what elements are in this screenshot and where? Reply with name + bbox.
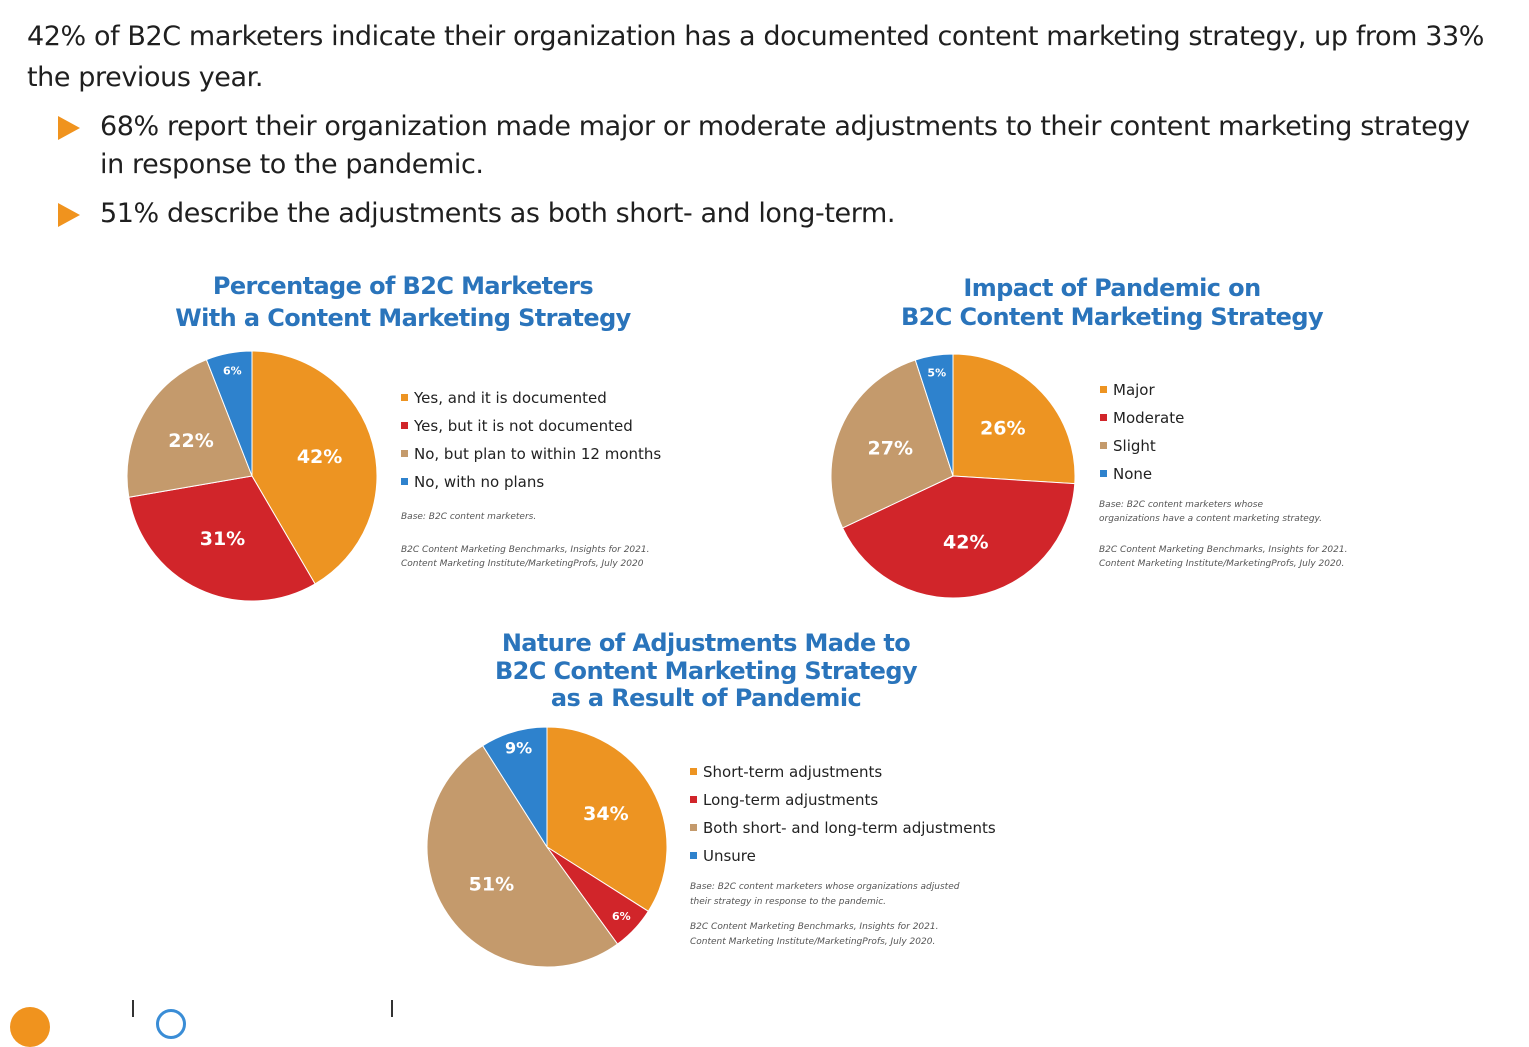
chart-1-title: Percentage of B2C Marketers With a Conte… (153, 270, 653, 334)
chart-1-base-note: Base: B2C content marketers. (401, 512, 537, 522)
chart-2-title: Impact of Pandemic on B2C Content Market… (862, 274, 1362, 332)
chart-3-base-note: their strategy in response to the pandem… (690, 897, 887, 907)
legend-item: Yes, but it is not documented (401, 412, 661, 440)
chart-3-title: Nature of Adjustments Made to B2C Conten… (456, 629, 956, 713)
chart-1-source-note: B2C Content Marketing Benchmarks, Insigh… (401, 545, 650, 555)
legend-swatch (690, 768, 697, 775)
legend-item: No, with no plans (401, 468, 661, 496)
intro-text: 42% of B2C marketers indicate their orga… (27, 21, 1485, 93)
pie-slice (482, 726, 548, 849)
chart-3-pie: 34% 6% 51% 9% (426, 726, 668, 968)
chart-1-pie: 42% 31% 22% 6% (126, 350, 378, 602)
legend-swatch (690, 796, 697, 803)
legend-label: Yes, and it is documented (414, 389, 607, 407)
bullet-text: 51% describe the adjustments as both sho… (100, 198, 896, 229)
pie-data-label: 26% (980, 418, 1025, 440)
legend-swatch (401, 450, 408, 457)
legend-item: Short-term adjustments (690, 758, 996, 786)
legend-swatch (401, 478, 408, 485)
pie-data-label: 9% (505, 739, 532, 758)
legend-swatch (690, 824, 697, 831)
legend-label: Long-term adjustments (703, 791, 879, 809)
pie-data-label: 42% (943, 532, 988, 554)
pie-data-label: 34% (583, 803, 628, 825)
chart-3-source-note: Content Marketing Institute/MarketingPro… (690, 937, 936, 947)
chart-2-base-note: organizations have a content marketing s… (1099, 514, 1323, 524)
pie-data-label: 6% (612, 910, 631, 923)
legend-label: Both short- and long-term adjustments (703, 819, 996, 837)
pie-data-label: 51% (469, 873, 514, 895)
chart-2-source-note: Content Marketing Institute/MarketingPro… (1099, 559, 1345, 569)
chart-2-source-note: B2C Content Marketing Benchmarks, Insigh… (1099, 545, 1348, 555)
legend-item: Major (1100, 376, 1184, 404)
pie-slice (952, 353, 1076, 485)
legend-label: Slight (1113, 437, 1156, 455)
cmi-logo-icon (10, 1007, 50, 1047)
legend-item: None (1100, 460, 1184, 488)
pie-data-label: 31% (200, 528, 245, 550)
legend-label: Yes, but it is not documented (414, 417, 633, 435)
chart-3-base-note: Base: B2C content marketers whose organi… (690, 882, 960, 892)
pie-data-label: 6% (223, 365, 242, 378)
bullet-text: 68% report their organization made major… (100, 111, 1470, 180)
chart-title-line: Percentage of B2C Marketers (212, 272, 594, 300)
pie-slice (126, 358, 253, 498)
legend-swatch (1100, 442, 1107, 449)
legend-label: Unsure (703, 847, 756, 865)
chart-title-line: B2C Content Marketing Strategy (494, 656, 918, 685)
legend-item: Yes, and it is documented (401, 384, 661, 412)
legend-swatch (1100, 470, 1107, 477)
legend-label: Major (1113, 381, 1155, 399)
pie-slice (841, 475, 1076, 599)
chart-3-source-note: B2C Content Marketing Benchmarks, Insigh… (690, 922, 939, 932)
legend-swatch (1100, 386, 1107, 393)
pie-slice (914, 353, 954, 477)
chart-title-line: as a Result of Pandemic (550, 684, 862, 712)
footer-divider (132, 1000, 134, 1017)
chart-3-legend: Short-term adjustments Long-term adjustm… (690, 758, 996, 870)
pie-slice (251, 350, 378, 585)
bullet-item: 68% report their organization made major… (58, 108, 1478, 184)
chart-2-pie: 26% 42% 27% 5% (830, 353, 1076, 599)
orange-triangle-arrow-icon (58, 116, 80, 140)
pie-slice (546, 726, 668, 912)
legend-item: Unsure (690, 842, 996, 870)
orange-triangle-arrow-icon (58, 203, 80, 227)
chart-2-base-note: Base: B2C content marketers whose (1099, 500, 1264, 510)
legend-label: No, but plan to within 12 months (414, 445, 662, 463)
chart-title-line: Impact of Pandemic on (963, 274, 1261, 302)
legend-label: Moderate (1113, 409, 1185, 427)
legend-item: No, but plan to within 12 months (401, 440, 661, 468)
pie-data-label: 22% (168, 430, 213, 452)
legend-swatch (401, 394, 408, 401)
legend-item: Long-term adjustments (690, 786, 996, 814)
legend-item: Both short- and long-term adjustments (690, 814, 996, 842)
marketingprofs-logo-icon (156, 1009, 186, 1039)
chart-1-source-note: Content Marketing Institute/MarketingPro… (401, 559, 644, 569)
pie-slice (426, 744, 619, 968)
pie-slice (128, 475, 316, 602)
legend-swatch (690, 852, 697, 859)
legend-label: Short-term adjustments (703, 763, 883, 781)
legend-swatch (401, 422, 408, 429)
chart-2-legend: Major Moderate Slight None (1100, 376, 1184, 488)
chart-title-line: Nature of Adjustments Made to (501, 629, 911, 657)
pie-data-label: 5% (927, 367, 946, 380)
legend-item: Moderate (1100, 404, 1184, 432)
legend-swatch (1100, 414, 1107, 421)
legend-label: None (1113, 465, 1153, 483)
chart-title-line: With a Content Marketing Strategy (175, 304, 631, 332)
bullet-list: 68% report their organization made major… (58, 108, 1478, 244)
pie-slice (830, 359, 954, 529)
pie-data-label: 27% (868, 437, 913, 459)
legend-item: Slight (1100, 432, 1184, 460)
pie-data-label: 42% (297, 446, 342, 468)
footer-divider (391, 1000, 393, 1017)
chart-1-legend: Yes, and it is documented Yes, but it is… (401, 384, 661, 496)
chart-title-line: B2C Content Marketing Strategy (900, 303, 1324, 331)
bullet-item: 51% describe the adjustments as both sho… (58, 195, 1478, 233)
legend-label: No, with no plans (414, 473, 545, 491)
pie-slice (205, 350, 253, 477)
